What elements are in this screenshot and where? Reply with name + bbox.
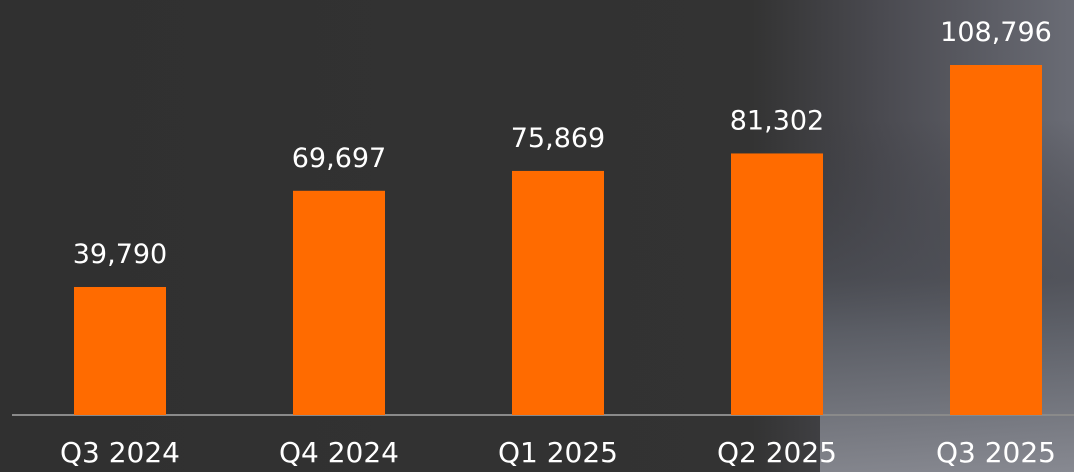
bar (293, 190, 385, 415)
bar (731, 153, 823, 415)
bar (950, 65, 1042, 415)
value-label: 81,302 (730, 105, 824, 136)
value-label: 75,869 (511, 123, 605, 154)
x-tick-label: Q4 2024 (279, 436, 399, 469)
value-label: 108,796 (940, 17, 1052, 48)
value-label: 69,697 (292, 143, 386, 174)
value-label: 39,790 (73, 239, 167, 270)
x-tick-label: Q3 2024 (60, 436, 180, 469)
bar (512, 170, 604, 415)
x-tick-label: Q1 2025 (498, 436, 618, 469)
x-tick-label: Q2 2025 (717, 436, 837, 469)
bar (74, 286, 166, 415)
x-tick-label: Q3 2025 (936, 436, 1056, 469)
